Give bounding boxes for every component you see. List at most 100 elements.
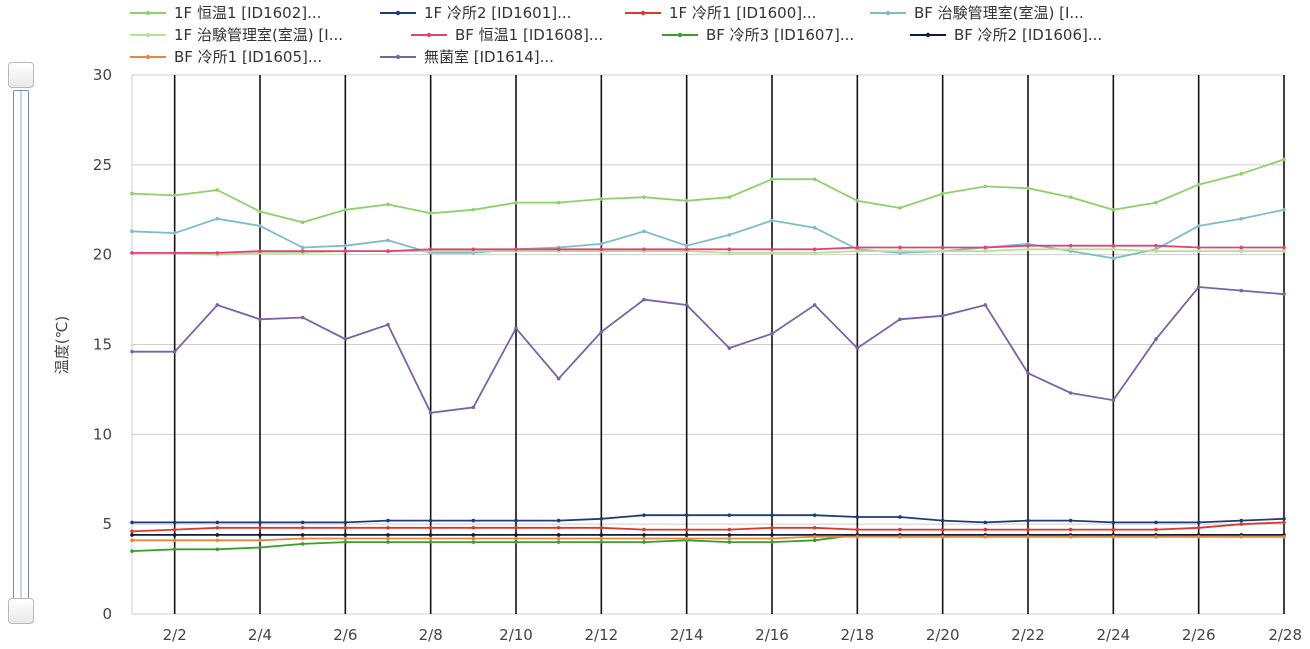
y-tick-label: 15 xyxy=(93,336,112,354)
data-point xyxy=(983,520,988,525)
date-range-slider[interactable] xyxy=(6,60,36,625)
data-point xyxy=(855,249,860,253)
legend-item[interactable]: BF 冷所2 [ID1606]... xyxy=(910,26,1102,44)
legend-marker xyxy=(677,32,683,38)
data-point xyxy=(1026,186,1030,190)
data-point xyxy=(471,540,476,544)
data-point xyxy=(172,520,177,525)
legend-label: BF 恒温1 [ID1608]... xyxy=(455,26,603,44)
data-point xyxy=(855,198,860,203)
legend-item[interactable]: 1F 治験管理室(室温) [I... xyxy=(130,26,343,44)
data-point xyxy=(300,520,305,525)
data-point xyxy=(1026,243,1030,248)
data-point xyxy=(1239,522,1244,526)
legend-item[interactable]: 無菌室 [ID1614]... xyxy=(380,48,554,66)
data-point xyxy=(642,536,646,541)
legend-item[interactable]: 1F 恒温1 [ID1602]... xyxy=(130,4,321,22)
data-point xyxy=(258,525,262,530)
data-point xyxy=(172,538,177,543)
data-point xyxy=(1111,243,1116,248)
data-point xyxy=(599,516,604,521)
legend-label: BF 治験管理室(室温) [I... xyxy=(914,4,1084,22)
y-tick-label: 30 xyxy=(93,66,112,84)
chart-grid xyxy=(131,74,1285,615)
slider-handle-top[interactable] xyxy=(8,62,34,88)
legend-marker xyxy=(145,10,151,16)
series-10 xyxy=(130,285,1286,415)
data-point xyxy=(258,209,262,214)
data-point xyxy=(812,177,817,182)
data-point xyxy=(684,536,689,541)
legend-label: 1F 治験管理室(室温) [I... xyxy=(174,26,343,44)
data-point xyxy=(1111,527,1116,532)
legend-marker xyxy=(395,10,401,16)
x-tick-label: 2/20 xyxy=(926,626,960,644)
x-tick-label: 2/6 xyxy=(333,626,357,644)
data-point xyxy=(215,538,220,543)
data-point xyxy=(940,527,945,532)
data-point xyxy=(556,518,561,523)
data-point xyxy=(471,536,476,541)
data-point xyxy=(386,518,390,523)
legend-item[interactable]: BF 冷所3 [ID1607]... xyxy=(662,26,854,44)
data-point xyxy=(1196,534,1201,539)
series-line xyxy=(132,535,1284,542)
data-point xyxy=(770,218,774,223)
data-point xyxy=(172,533,177,537)
data-point xyxy=(812,247,817,252)
data-point xyxy=(1154,249,1158,253)
legend-marker xyxy=(925,32,931,38)
x-tick-label: 2/14 xyxy=(670,626,704,644)
data-point xyxy=(727,540,732,544)
data-point xyxy=(1282,249,1286,253)
data-point xyxy=(172,349,177,354)
data-point xyxy=(386,533,390,537)
data-point xyxy=(684,533,689,537)
data-point xyxy=(514,247,518,252)
x-tick-label: 2/26 xyxy=(1182,626,1216,644)
data-point xyxy=(1196,525,1201,530)
data-point xyxy=(1154,337,1158,341)
data-point xyxy=(215,251,220,255)
data-point xyxy=(386,249,390,253)
slider-handle-bottom[interactable] xyxy=(8,598,34,624)
data-point xyxy=(172,231,177,235)
data-point xyxy=(983,249,988,253)
data-point xyxy=(983,303,988,307)
data-point xyxy=(770,177,774,182)
data-point xyxy=(471,525,476,530)
data-point xyxy=(1068,391,1073,395)
data-point xyxy=(855,245,860,250)
data-point xyxy=(130,191,134,196)
data-point xyxy=(130,538,134,543)
data-point xyxy=(1282,292,1286,296)
data-point xyxy=(855,527,860,532)
legend-item[interactable]: 1F 冷所1 [ID1600]... xyxy=(625,4,816,22)
data-point xyxy=(514,326,518,331)
data-point xyxy=(514,518,518,523)
data-point xyxy=(1282,516,1286,521)
series-1 xyxy=(130,157,1286,225)
legend-item[interactable]: BF 恒温1 [ID1608]... xyxy=(411,26,603,44)
data-point xyxy=(300,249,305,253)
data-point xyxy=(727,233,732,237)
data-point xyxy=(642,195,646,199)
legend-item[interactable]: 1F 冷所2 [ID1601]... xyxy=(380,4,571,22)
data-point xyxy=(258,545,262,550)
data-point xyxy=(1239,518,1244,523)
data-point xyxy=(983,184,988,189)
legend-item[interactable]: BF 治験管理室(室温) [I... xyxy=(870,4,1084,22)
data-point xyxy=(1196,182,1201,187)
legend-item[interactable]: BF 冷所1 [ID1605]... xyxy=(130,48,322,66)
data-point xyxy=(684,513,689,517)
data-point xyxy=(428,410,433,415)
y-axis-label: 温度(℃) xyxy=(53,316,71,375)
data-point xyxy=(684,198,689,203)
series-line xyxy=(131,521,1285,533)
series-9 xyxy=(130,534,1286,543)
data-point xyxy=(727,195,732,199)
data-point xyxy=(812,251,817,255)
data-point xyxy=(898,245,902,250)
slider-track[interactable] xyxy=(13,90,29,600)
data-point xyxy=(556,525,561,530)
